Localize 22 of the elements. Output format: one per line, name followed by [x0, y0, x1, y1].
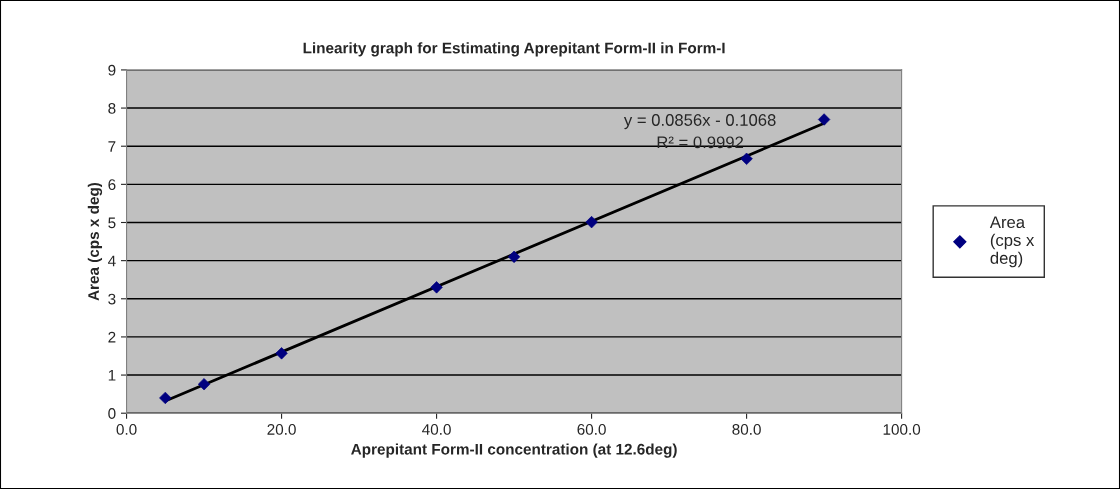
- x-axis-title: Aprepitant Form-II concentration (at 12.6deg): [351, 443, 677, 458]
- y-tick-label: 9: [108, 64, 116, 76]
- x-tick-label: 20.0: [267, 424, 296, 435]
- x-tick-label: 80.0: [732, 424, 761, 435]
- legend-label: Area (cps x deg): [989, 216, 1035, 268]
- y-tick-label: 1: [108, 370, 116, 381]
- y-tick-label: 0: [108, 408, 116, 419]
- y-tick-label: 6: [108, 179, 116, 191]
- x-tick-label: 100.0: [883, 424, 921, 435]
- y-tick-label: 5: [108, 217, 116, 229]
- y-tick-label: 7: [108, 141, 116, 152]
- chart-title: Linearity graph for Estimating Aprepitant Form-II in Form-I: [303, 42, 725, 57]
- x-tick-label: 60.0: [577, 424, 606, 435]
- x-tick-label: 40.0: [422, 424, 451, 435]
- annotation: y = 0.0856x - 0.1068: [623, 114, 776, 130]
- y-tick-label: 8: [108, 102, 116, 114]
- y-tick-label: 2: [108, 331, 116, 343]
- y-axis-title: Area (cps x deg): [87, 182, 103, 301]
- y-tick-label: 4: [108, 255, 116, 267]
- point: [159, 391, 172, 405]
- x-tick-label: 0.0: [116, 424, 137, 435]
- y-tick-label: 3: [108, 293, 116, 305]
